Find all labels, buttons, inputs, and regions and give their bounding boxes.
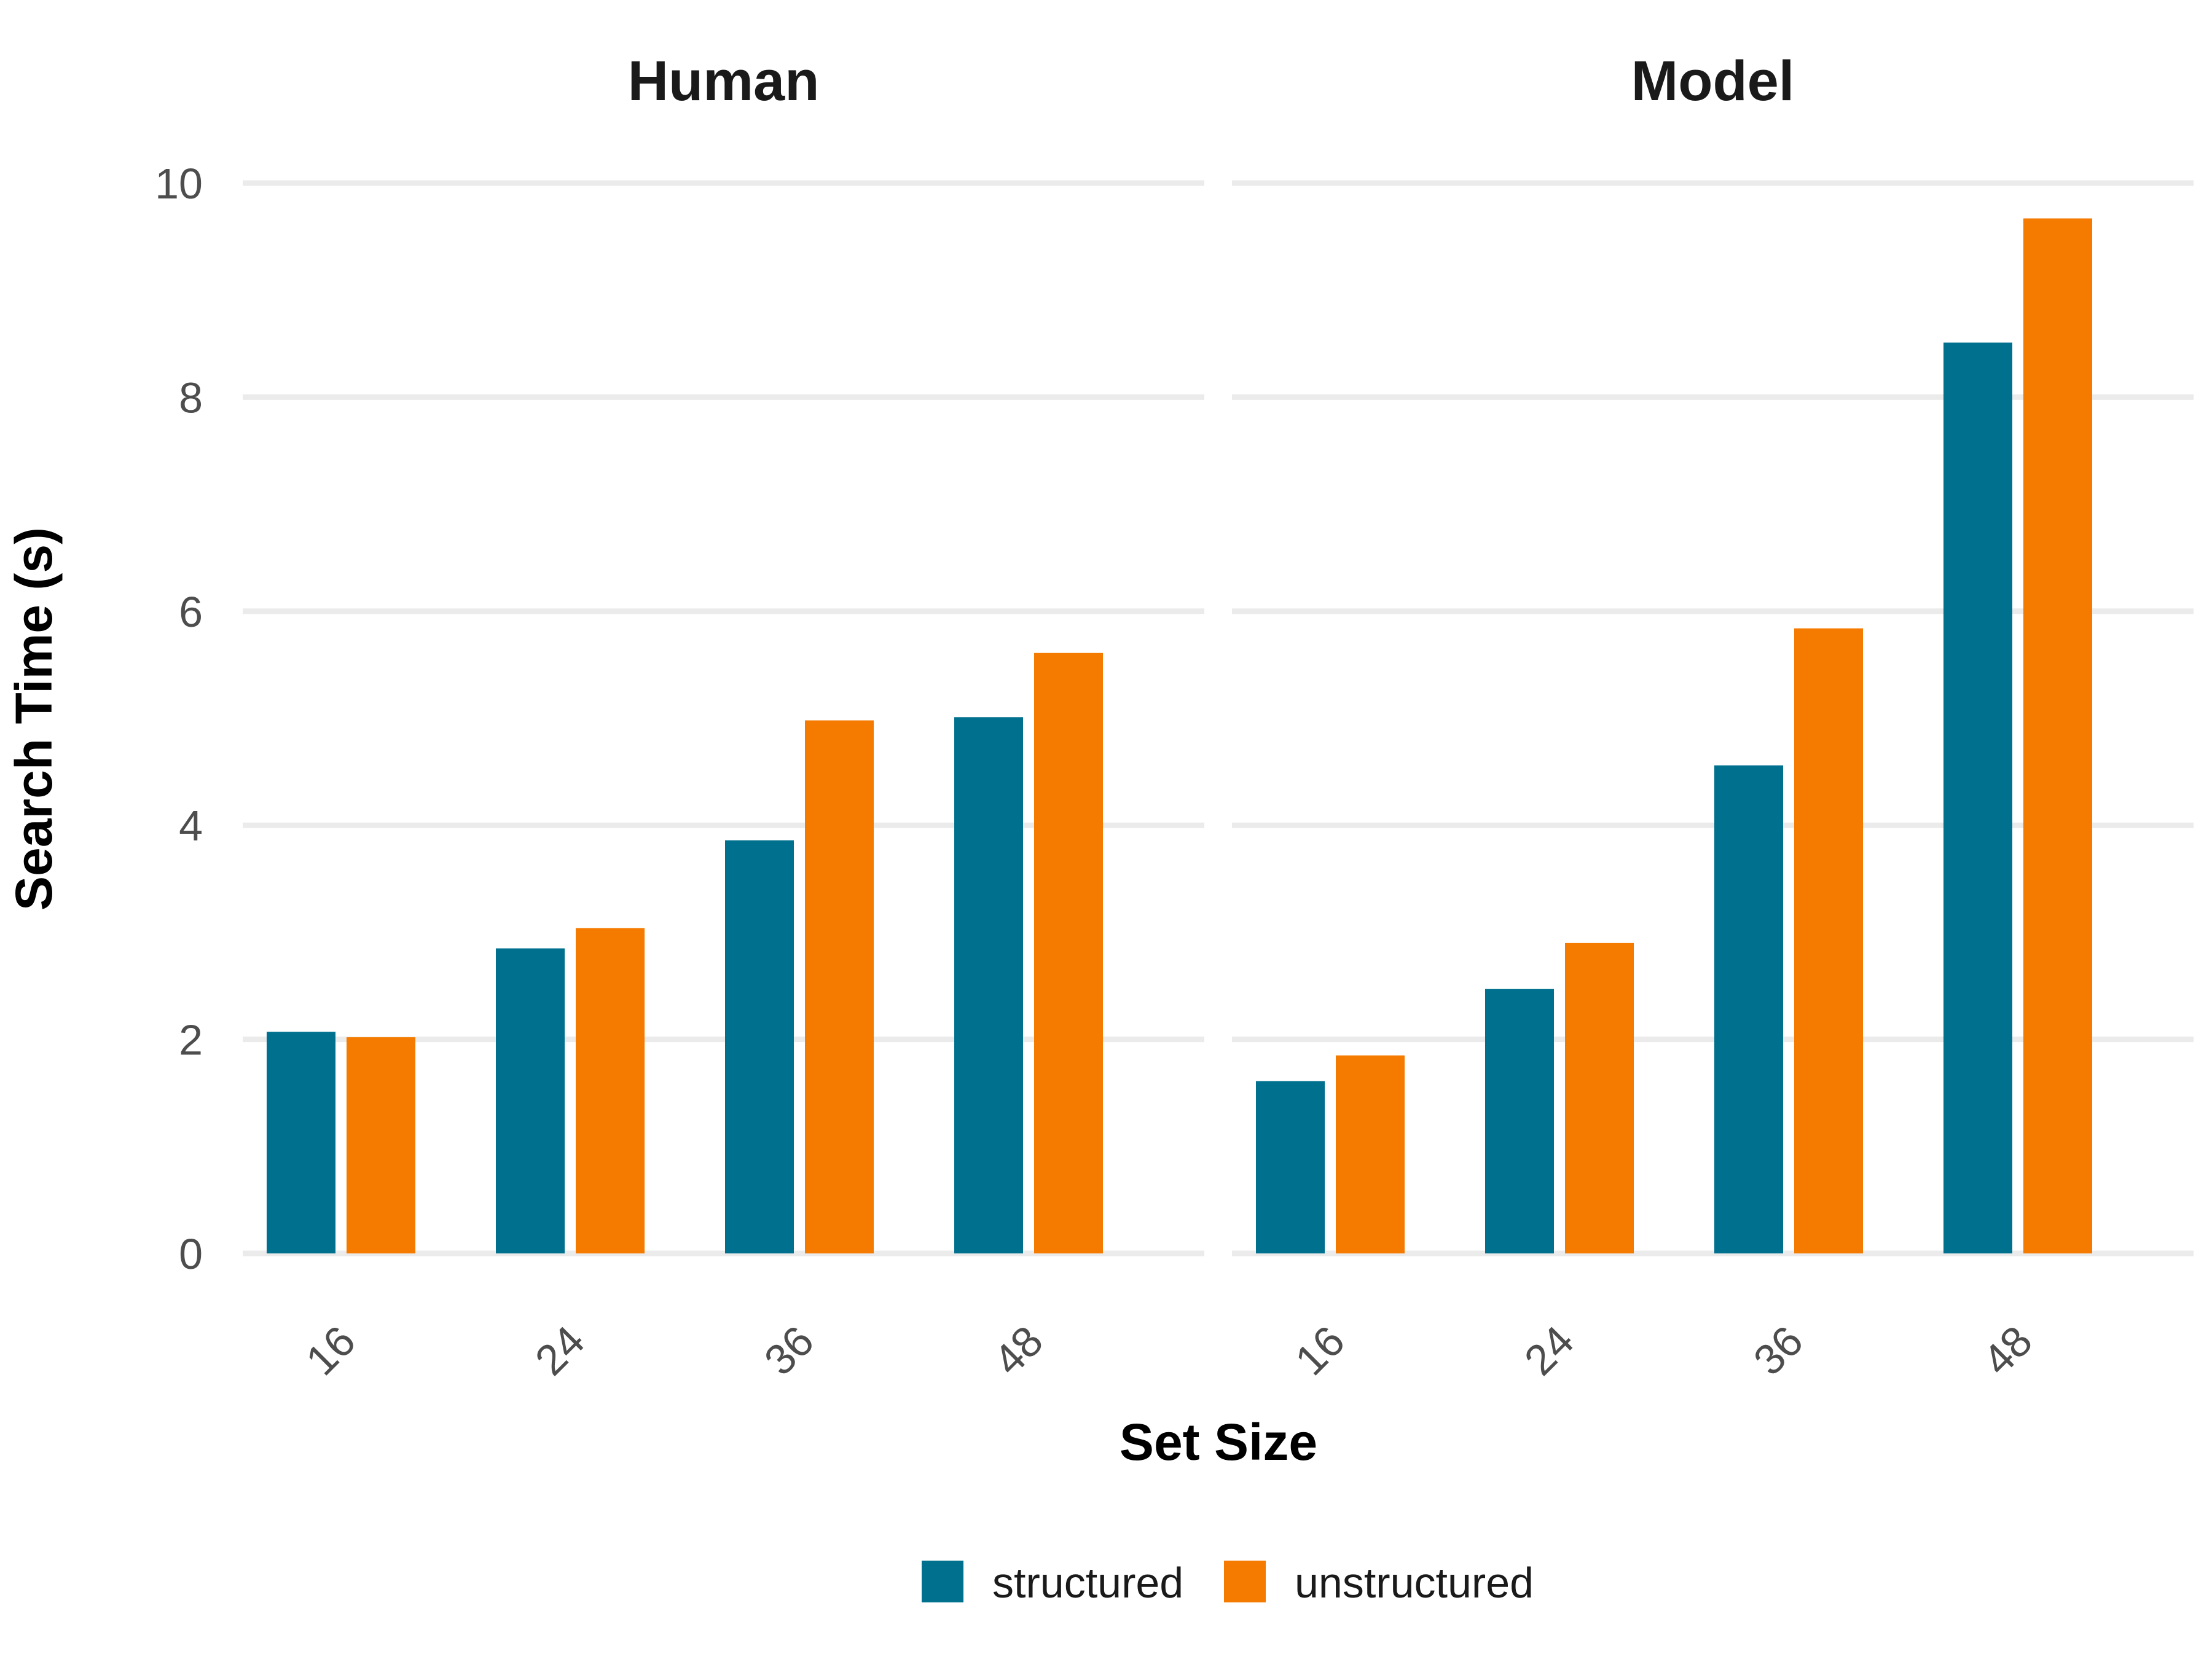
x-tick-label: 48 (1974, 1317, 2041, 1384)
x-axis-title: Set Size (1120, 1413, 1317, 1471)
bar-model-unstructured-48 (2023, 218, 2092, 1254)
bar-human-structured-36 (725, 840, 794, 1253)
legend: structured unstructured (922, 1559, 1534, 1607)
bar-model-structured-16 (1256, 1081, 1325, 1253)
bar-model-unstructured-16 (1336, 1055, 1405, 1253)
y-tick-label: 2 (179, 1016, 203, 1064)
bar-human-unstructured-36 (805, 720, 874, 1253)
legend-swatch-unstructured (1224, 1561, 1266, 1602)
bar-human-structured-48 (954, 717, 1023, 1253)
legend-label-unstructured: unstructured (1295, 1559, 1534, 1607)
x-tick-label: 16 (1286, 1317, 1354, 1384)
x-tick-label: 36 (1744, 1317, 1812, 1384)
y-axis-title: Search Time (s) (5, 527, 63, 911)
x-tick-label: 24 (1515, 1317, 1583, 1384)
bar-model-structured-36 (1714, 765, 1783, 1253)
bar-human-structured-24 (496, 948, 565, 1253)
x-tick-label: 48 (984, 1317, 1052, 1384)
x-tick-label: 36 (755, 1317, 823, 1384)
bar-human-unstructured-16 (347, 1037, 415, 1253)
bar-model-structured-48 (1943, 342, 2012, 1253)
bar-model-structured-24 (1485, 989, 1554, 1253)
x-tick-label: 16 (297, 1317, 364, 1384)
y-tick-label: 8 (179, 374, 203, 421)
bar-model-unstructured-36 (1794, 628, 1863, 1253)
panel-title-model: Model (1631, 50, 1795, 112)
panel-title-human: Human (628, 50, 820, 112)
bar-layer (267, 218, 2092, 1254)
x-tick-label: 24 (526, 1317, 594, 1384)
y-tick-label: 10 (155, 160, 203, 208)
y-tick-label: 4 (179, 802, 203, 850)
bar-human-structured-16 (267, 1032, 335, 1253)
y-tick-label: 6 (179, 588, 203, 636)
y-tick-label: 0 (179, 1230, 203, 1278)
bar-human-unstructured-48 (1034, 653, 1103, 1253)
bar-human-unstructured-24 (576, 928, 645, 1253)
bar-model-unstructured-24 (1565, 943, 1634, 1253)
legend-swatch-structured (922, 1561, 963, 1602)
legend-label-structured: structured (992, 1559, 1183, 1607)
